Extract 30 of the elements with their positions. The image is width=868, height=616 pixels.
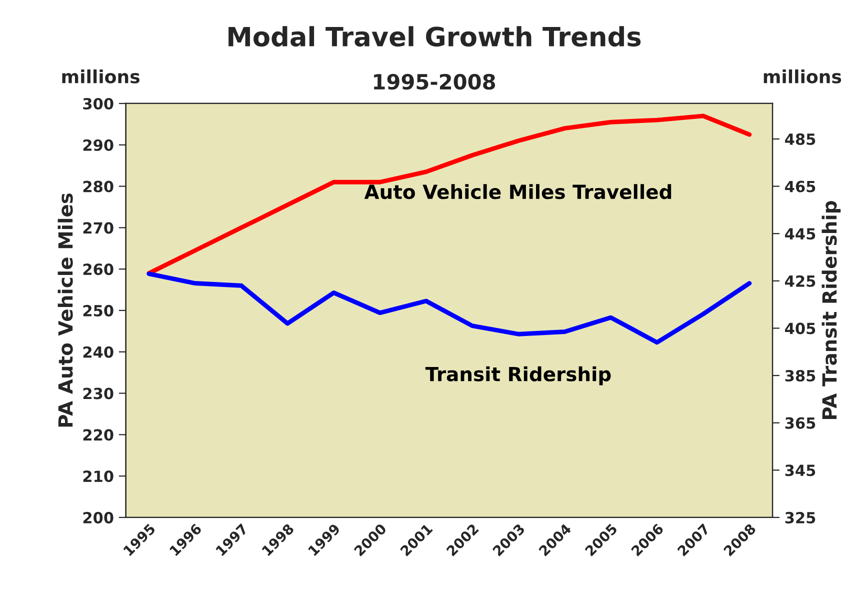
y-tick-label: 260 [83,264,114,276]
line-series [146,114,752,276]
y2-tick-label: 385 [785,370,816,382]
y-tick-label: 270 [83,222,114,234]
y-tick-label: 290 [83,139,114,151]
y-axis-title: PA Auto Vehicle Miles [58,193,73,427]
y2-tick-label: 485 [785,133,816,145]
y-tick-label: 220 [83,429,114,441]
line-series [146,272,752,345]
y-tick-label: 240 [83,346,114,358]
y-tick-label: 280 [83,180,114,192]
text: millions [62,69,140,84]
text: millions [764,69,842,84]
y-tick-label: 300 [83,98,114,110]
chart-subtitle: 1995-2008 [374,74,496,90]
y2-tick-label: 445 [785,228,816,240]
y2-tick-label: 425 [785,275,816,287]
y-tick-label: 250 [83,304,114,316]
y-tick-label: 230 [83,388,114,400]
y2-tick-label: 345 [785,464,816,476]
text: Transit Ridership [425,366,611,386]
y2-tick-label: 405 [785,322,816,334]
series-label: Auto Vehicle Miles Travelled [364,184,672,200]
y2-tick-label: 365 [785,417,816,429]
chart-title: Modal Travel Growth Trends [228,26,641,47]
y-tick-label: 210 [83,470,114,482]
y2-axis-title: PA Transit Ridership [822,201,841,419]
y2-tick-label: 465 [785,180,816,192]
y-tick-label: 200 [83,512,114,524]
y2-tick-label: 325 [785,512,816,524]
